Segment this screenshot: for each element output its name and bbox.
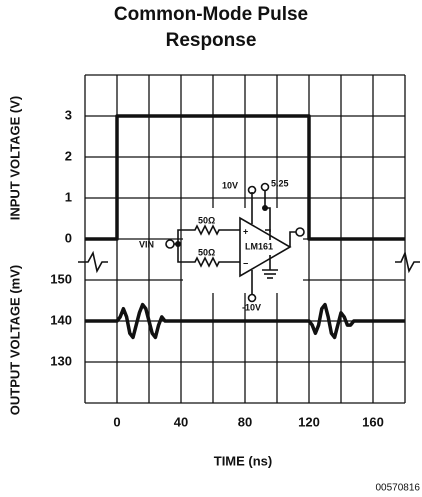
circuit-label: −: [243, 258, 248, 268]
trace: [85, 114, 405, 241]
x-tick-label: 80: [238, 414, 252, 429]
y-tick-label: 140: [50, 312, 72, 327]
circuit-label: VIN: [139, 239, 154, 249]
x-tick-label: 160: [362, 414, 384, 429]
circuit-label: 50Ω: [198, 247, 215, 257]
y-tick-label: 1: [65, 189, 72, 204]
chart-title: Common-Mode Pulse Response: [113, 4, 309, 51]
circuit-label: -10V: [242, 302, 261, 312]
footer: 00570816: [376, 483, 421, 494]
x-tick-label: 40: [174, 414, 188, 429]
x-axis-label: TIME (ns): [214, 453, 273, 468]
circuit-label: 10V: [222, 180, 238, 190]
y-tick-label: 2: [65, 148, 72, 163]
circuit-label: +: [243, 226, 248, 236]
circuit: 10V 5.25 VIN 50Ω 50Ω LM161 -10V + −: [139, 178, 305, 312]
y-axis-label: OUTPUT VOLTAGE (mV): [7, 265, 22, 415]
trace: [85, 302, 405, 340]
y-tick-label: 130: [50, 353, 72, 368]
x-tick-label: 0: [113, 414, 120, 429]
x-tick-label: 120: [298, 414, 320, 429]
break-marks: [78, 250, 420, 274]
y-tick-label: 3: [65, 107, 72, 122]
circuit-label: 5.25: [271, 178, 289, 188]
circuit-label: LM161: [245, 241, 273, 251]
y-tick-label: 0: [65, 230, 72, 245]
y-tick-label: 150: [50, 271, 72, 286]
y-axis-label: INPUT VOLTAGE (V): [7, 96, 22, 220]
circuit-label: 50Ω: [198, 215, 215, 225]
